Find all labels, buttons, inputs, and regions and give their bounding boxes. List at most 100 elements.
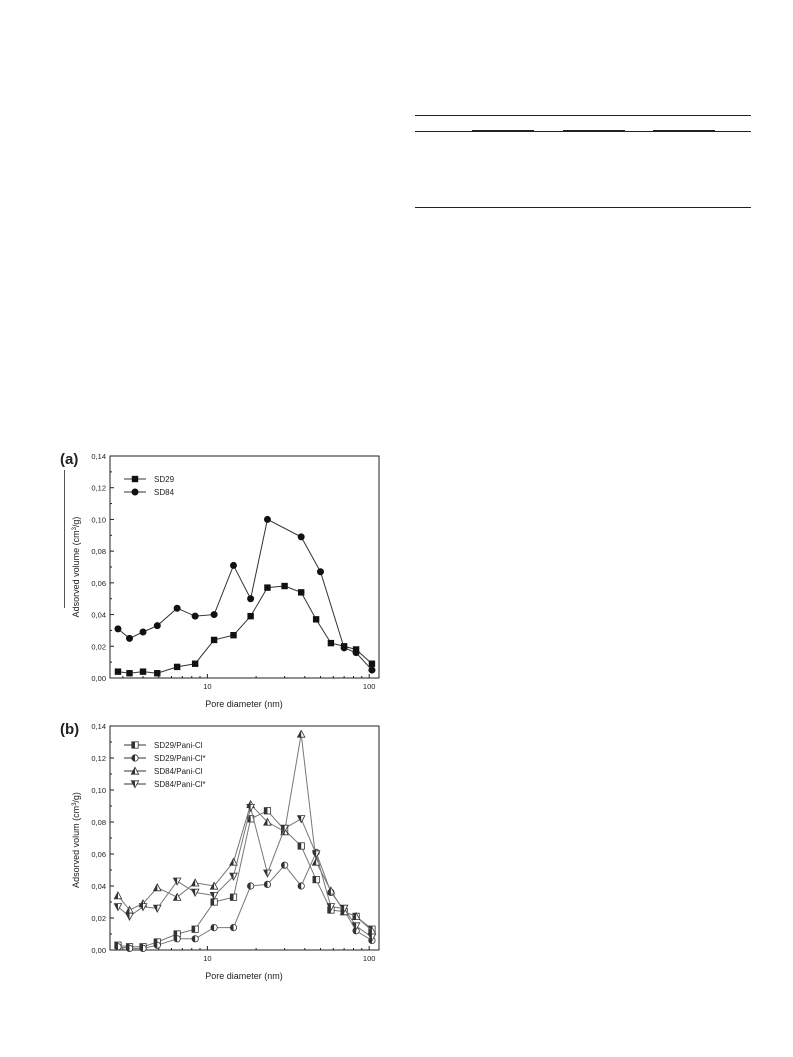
y-axis-label-a-main: Adsorved volume (cm: [71, 530, 81, 617]
legend-label-b-0: SD29/Pani-Cl: [154, 741, 203, 750]
series-line-a-1: [117, 518, 373, 671]
data-point-b-1-15: [352, 927, 360, 935]
y-axis-label-b: Adsorved volum (cm3/g): [71, 792, 81, 888]
chart-b: (b) Pore diameter (nm) Adsorved volum (c…: [60, 721, 380, 981]
y-tick-label-b-3: 0,06: [91, 850, 106, 859]
data-point-b-1-7: [229, 924, 238, 932]
data-point-a-1-2: [139, 628, 147, 636]
data-point-a-1-10: [297, 533, 305, 541]
chart-panel-b: (b) Pore diameter (nm) Adsorved volum (c…: [60, 718, 390, 990]
data-point-b-2-4: [172, 892, 182, 901]
table-subheader-rule-3: [653, 130, 715, 131]
data-point-a-0-16: [368, 660, 376, 667]
data-point-a-1-12: [340, 644, 348, 652]
data-point-b-3-2: [138, 903, 148, 912]
x-tick-label-a-0: 10: [203, 682, 211, 691]
legend-label-b-1: SD29/Pani-Cl*: [154, 754, 206, 763]
legend-label-a-1: SD84: [154, 488, 175, 497]
data-point-a-1-6: [210, 611, 218, 619]
data-point-b-1-1: [125, 944, 134, 952]
x-tick-label-b-0: 10: [203, 954, 211, 963]
data-point-b-3-11: [296, 815, 306, 824]
data-point-b-3-7: [229, 872, 238, 881]
data-point-b-3-13: [326, 903, 336, 912]
data-point-b-1-4: [173, 935, 181, 943]
legend-label-a-0: SD29: [154, 475, 175, 484]
x-axis-label-a: Pore diameter (nm): [205, 699, 283, 709]
panel-label-b: (b): [60, 721, 79, 738]
data-point-b-1-9: [263, 880, 272, 888]
data-point-b-1-0: [114, 943, 122, 951]
y-tick-label-a-3: 0,06: [91, 579, 106, 588]
data-point-b-0-7: [229, 893, 238, 901]
data-point-b-2-9: [263, 817, 272, 826]
data-point-b-3-15: [351, 922, 361, 931]
data-point-a-0-3: [154, 670, 161, 677]
data-point-b-1-3: [153, 941, 161, 949]
y-tick-label-a-1: 0,02: [91, 642, 106, 651]
table-subheader-rule-1: [472, 130, 534, 131]
series-line-a-0: [117, 585, 373, 674]
data-point-b-3-9: [263, 869, 272, 878]
data-point-b-2-6: [209, 881, 219, 890]
y-tick-label-a-2: 0,04: [91, 611, 106, 620]
data-point-a-1-13: [352, 649, 360, 657]
data-point-b-3-10: [280, 824, 289, 833]
data-point-b-3-8: [246, 804, 255, 813]
data-point-a-0-13: [327, 639, 335, 647]
data-point-a-1-3: [153, 622, 161, 630]
data-point-b-0-11: [297, 842, 305, 850]
data-point-a-1-11: [316, 568, 324, 576]
data-point-b-1-5: [191, 935, 199, 943]
legend-marker-b-0: [131, 741, 139, 749]
data-point-a-0-6: [210, 636, 218, 644]
data-point-b-2-3: [152, 883, 162, 892]
data-point-b-3-14: [339, 904, 349, 913]
x-axis-label-b: Pore diameter (nm): [205, 971, 283, 981]
data-point-b-3-6: [209, 892, 219, 901]
data-point-b-3-4: [172, 877, 182, 886]
x-tick-label-a-1: 100: [363, 682, 376, 691]
y-tick-label-b-6: 0,12: [91, 754, 106, 763]
y-tick-label-b-1: 0,02: [91, 914, 106, 923]
y-tick-label-a-0: 0,00: [91, 674, 106, 683]
legend-marker-a-0: [131, 475, 139, 483]
chart-panel-a: (a) Pore diameter (nm) Adsorved volume (…: [60, 448, 390, 718]
data-point-a-0-0: [114, 668, 122, 675]
data-point-a-0-4: [173, 663, 181, 671]
legend-label-b-2: SD84/Pani-Cl: [154, 767, 203, 776]
plot-frame-b: [109, 725, 380, 951]
data-point-a-1-9: [263, 515, 271, 523]
data-point-b-1-6: [210, 924, 218, 932]
data-point-a-0-9: [264, 584, 271, 591]
legend-label-b-3: SD84/Pani-Cl*: [154, 780, 206, 789]
data-point-a-1-14: [368, 666, 376, 674]
y-axis-label-b-sup: 3: [72, 802, 78, 806]
data-point-b-2-5: [190, 878, 200, 887]
legend-marker-b-3: [130, 780, 140, 789]
data-point-a-0-12: [312, 616, 320, 623]
data-point-b-1-11: [297, 882, 305, 890]
data-point-a-1-4: [173, 604, 181, 612]
data-point-b-2-7: [229, 857, 238, 866]
data-point-b-0-9: [263, 807, 272, 815]
data-point-b-2-0: [113, 891, 123, 900]
data-point-b-1-8: [247, 882, 255, 890]
data-point-a-0-2: [139, 668, 147, 675]
data-point-a-1-5: [191, 612, 199, 620]
y-tick-label-b-4: 0,08: [91, 818, 106, 827]
data-point-a-1-0: [114, 625, 122, 633]
data-point-a-1-1: [126, 634, 134, 642]
data-point-b-3-16: [367, 933, 377, 942]
data-point-a-0-7: [230, 631, 237, 639]
data-point-b-2-15: [351, 911, 361, 920]
y-tick-label-a-6: 0,12: [91, 484, 106, 493]
y-axis-label-a-end: /g): [71, 517, 81, 528]
data-point-b-3-12: [311, 850, 321, 859]
data-point-b-3-5: [190, 888, 200, 897]
table-header-rule: [415, 131, 751, 132]
x-tick-label-b-1: 100: [363, 954, 376, 963]
data-point-a-0-8: [247, 612, 254, 620]
data-point-b-2-13: [326, 886, 336, 895]
y-tick-label-b-2: 0,04: [91, 882, 106, 891]
